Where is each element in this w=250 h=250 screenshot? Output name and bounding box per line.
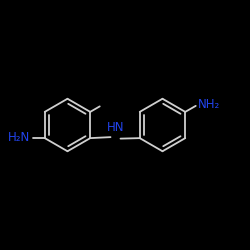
Text: HN: HN (107, 122, 124, 134)
Text: NH₂: NH₂ (198, 98, 220, 111)
Text: H₂N: H₂N (8, 131, 30, 144)
